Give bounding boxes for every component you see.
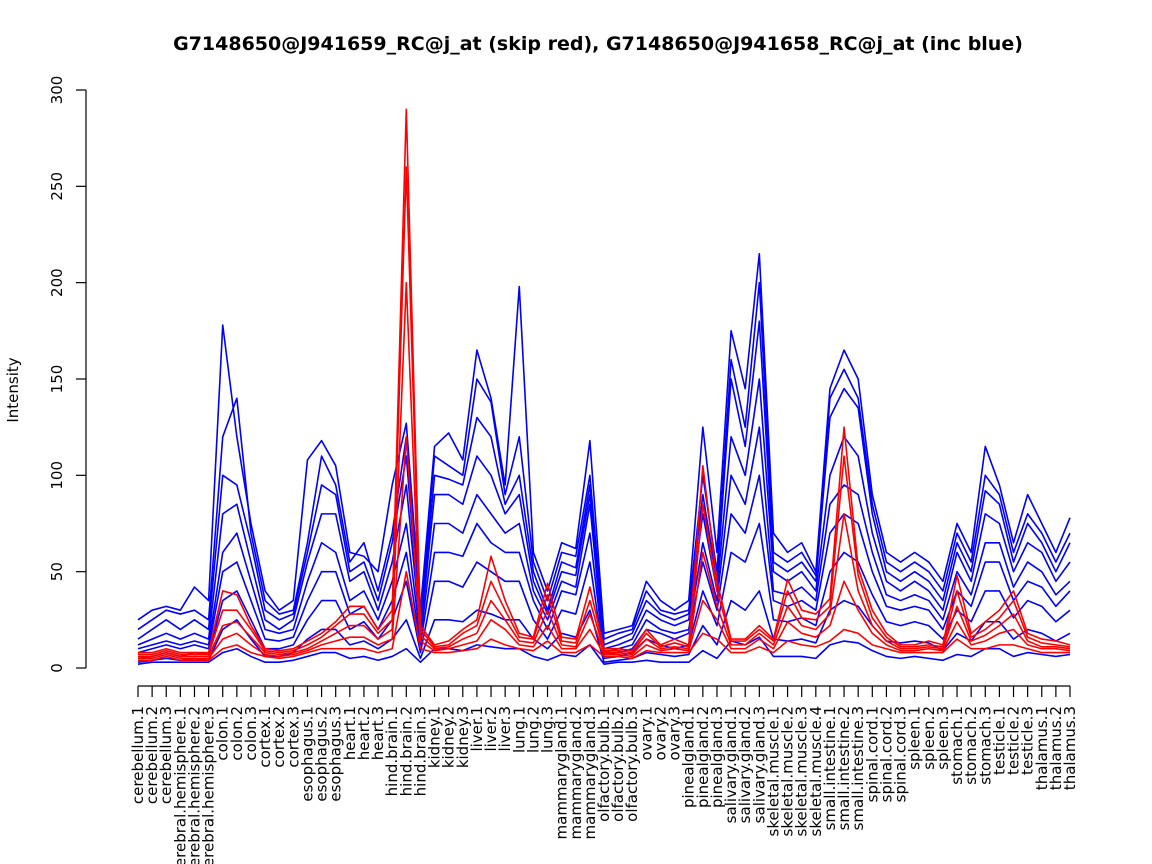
x-tick-label: cortex.3 <box>284 706 302 768</box>
x-tick-label: thalamus.1 <box>1033 706 1051 790</box>
x-tick-label: testicle.2 <box>1005 706 1023 775</box>
x-tick-label: spleen.2 <box>920 706 938 770</box>
x-tick-label: salivary.gland.3 <box>750 706 768 823</box>
x-tick-label: cerebral.hemisphere.3 <box>200 706 218 864</box>
chart-title: G7148650@J941659_RC@j_at (skip red), G71… <box>173 33 1023 55</box>
x-tick-label: small.intestine.2 <box>835 706 853 830</box>
x-tick-label: testicle.1 <box>990 706 1008 775</box>
series-line-skip-12 <box>138 435 1071 660</box>
x-tick-label: hind.brain.3 <box>411 706 429 796</box>
x-tick-label: olfactory.bulb.2 <box>609 706 627 822</box>
x-tick-label: mammarygland.3 <box>581 706 599 839</box>
x-tick-label: cerebellum.3 <box>157 706 175 804</box>
x-tick-label: thalamus.3 <box>1061 706 1079 790</box>
x-tick-label: colon.2 <box>228 706 246 761</box>
series-line-inc-6 <box>137 522 1071 660</box>
x-tick-label: ovary.3 <box>666 706 684 760</box>
x-tick-label: salivary.gland.1 <box>722 706 740 823</box>
x-tick-label: salivary.gland.2 <box>736 706 754 823</box>
y-axis-label: Intensity <box>4 357 22 422</box>
x-tick-label: testicle.3 <box>1019 706 1037 775</box>
x-tick-label: ovary.2 <box>651 706 669 760</box>
x-tick-label: heart.2 <box>355 706 373 760</box>
x-tick-label: lung.3 <box>539 706 557 753</box>
x-tick-label: liver.1 <box>468 706 486 752</box>
x-tick-label: stomach.3 <box>976 706 994 785</box>
x-tick-label: mammarygland.2 <box>567 706 585 839</box>
x-tick-label: hind.brain.1 <box>383 706 401 796</box>
x-tick-label: stomach.1 <box>948 706 966 785</box>
x-tick-label: skeletal.muscle.2 <box>779 706 797 837</box>
x-tick-label: liver.3 <box>496 706 514 752</box>
x-tick-label: spleen.1 <box>906 706 924 770</box>
x-tick-label: pinealgland.3 <box>708 706 726 808</box>
y-tick-label: 150 <box>48 365 66 394</box>
x-tick-label: small.intestine.1 <box>821 706 839 830</box>
y-tick-label: 300 <box>48 76 66 105</box>
x-tick-label: mammarygland.1 <box>553 706 571 839</box>
x-tick-label: skeletal.muscle.3 <box>793 706 811 837</box>
x-tick-label: spinal.cord.2 <box>877 706 895 802</box>
series-line-skip-13 <box>138 570 1070 662</box>
x-axis: cerebellum.1cerebellum.2cerebellum.3cere… <box>129 685 1079 864</box>
x-tick-label: heart.1 <box>341 706 359 760</box>
y-tick-label: 100 <box>48 461 66 490</box>
x-tick-label: pinealgland.1 <box>680 706 698 808</box>
series-line-skip-9 <box>138 108 1071 654</box>
series-line-inc-2 <box>137 320 1071 646</box>
y-tick-label: 50 <box>48 562 66 581</box>
x-tick-label: cerebellum.2 <box>143 706 161 804</box>
x-tick-label: small.intestine.3 <box>849 706 867 830</box>
series-line-inc-8 <box>137 636 1071 665</box>
x-tick-label: stomach.2 <box>962 706 980 785</box>
x-tick-label: skeletal.muscle.4 <box>807 706 825 837</box>
x-tick-label: lung.2 <box>524 706 542 753</box>
x-tick-label: cortex.1 <box>256 706 274 768</box>
y-axis: 0 50 100 150 200 250 300 <box>48 76 87 673</box>
x-tick-label: thalamus.2 <box>1047 706 1065 790</box>
x-tick-label: skeletal.muscle.1 <box>764 706 782 837</box>
y-tick-label: 0 <box>48 663 66 673</box>
x-tick-label: ovary.1 <box>637 706 655 760</box>
x-tick-label: spinal.cord.3 <box>892 706 910 802</box>
series-line-inc-1 <box>137 281 1071 640</box>
x-tick-label: colon.3 <box>242 706 260 761</box>
x-tick-label: colon.1 <box>214 706 232 761</box>
x-tick-label: heart.3 <box>369 706 387 760</box>
x-tick-label: esophagus.3 <box>327 706 345 802</box>
x-tick-label: lung.1 <box>510 706 528 753</box>
series-line-skip-11 <box>138 281 1071 658</box>
x-tick-label: pinealgland.2 <box>694 706 712 808</box>
x-tick-label: cortex.2 <box>270 706 288 768</box>
x-tick-label: spleen.3 <box>934 706 952 770</box>
x-tick-label: esophagus.2 <box>313 706 331 802</box>
x-tick-label: kidney.2 <box>440 706 458 768</box>
y-tick-label: 250 <box>48 172 66 201</box>
x-tick-label: olfactory.bulb.3 <box>623 706 641 822</box>
series-group <box>137 108 1071 665</box>
x-tick-label: kidney.1 <box>426 706 444 768</box>
x-tick-label: cerebral.hemisphere.1 <box>171 706 189 864</box>
y-tick-label: 200 <box>48 268 66 297</box>
x-tick-label: cerebral.hemisphere.2 <box>185 706 203 864</box>
x-tick-label: kidney.3 <box>454 706 472 768</box>
x-tick-label: cerebellum.1 <box>129 706 147 804</box>
series-line-skip-10 <box>138 166 1071 656</box>
x-tick-label: hind.brain.2 <box>397 706 415 796</box>
x-tick-label: spinal.cord.1 <box>863 706 881 802</box>
x-tick-label: olfactory.bulb.1 <box>595 706 613 822</box>
series-line-inc-0 <box>137 252 1071 635</box>
x-tick-label: liver.2 <box>482 706 500 752</box>
x-tick-label: esophagus.1 <box>298 706 316 802</box>
